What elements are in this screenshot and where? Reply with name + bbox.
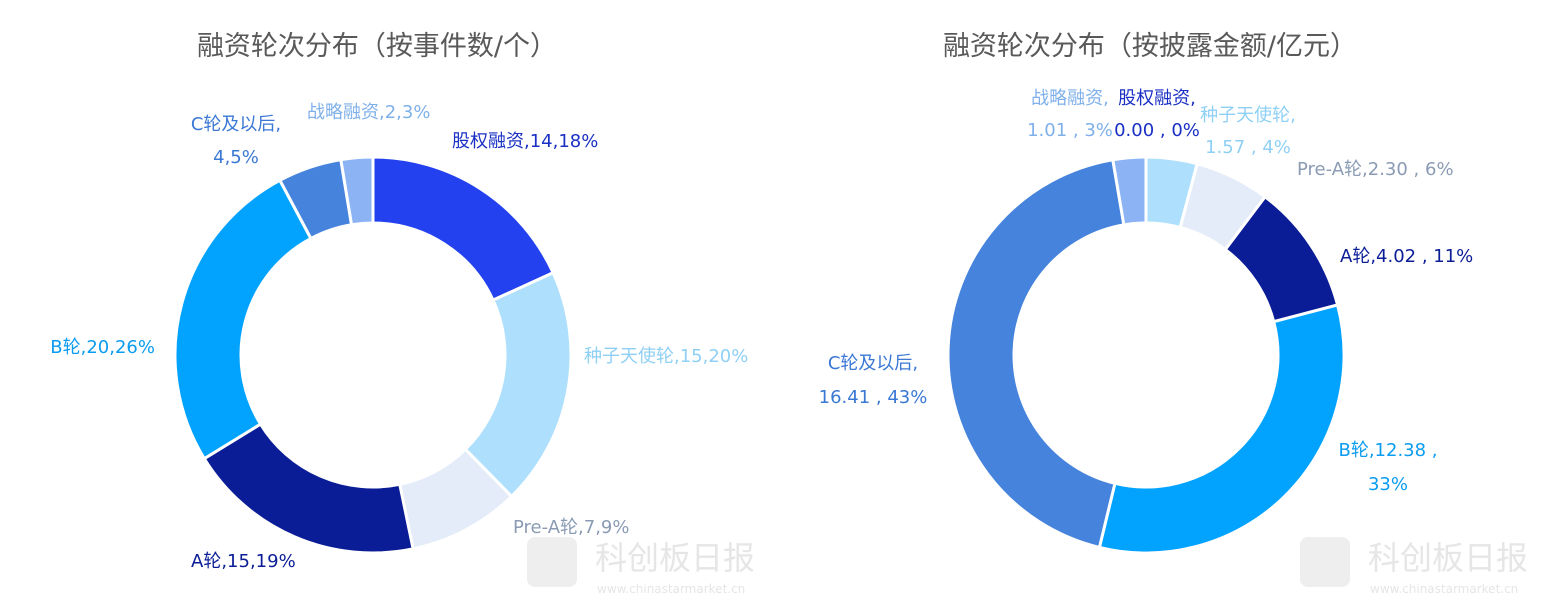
data-label-C轮及以后: C轮及以后, 16.41 , 43% <box>819 353 928 408</box>
watermark-brand: 科创板日报 <box>595 539 755 577</box>
slice-B轮 <box>1097 303 1346 555</box>
data-label-种子天使轮: 种子天使轮,15,20% <box>584 346 748 367</box>
donut-chart-by-amount: 融资轮次分布（按披露金额/亿元） 股权融资, 0.00 , 0%种子天使轮, 1.5… <box>819 31 1474 555</box>
slice-A轮 <box>202 422 415 555</box>
watermark-right: 科创板日报 www.chinastarmarket.cn <box>1300 537 1528 596</box>
watermark-brand: 科创板日报 <box>1368 539 1528 577</box>
watermark-url: www.chinastarmarket.cn <box>597 582 745 596</box>
donut-slices <box>946 155 1346 555</box>
data-label-Pre-A轮: Pre-A轮,2.30 , 6% <box>1297 159 1454 180</box>
data-label-股权融资: 股权融资,14,18% <box>452 131 598 152</box>
data-label-C轮及以后: C轮及以后, 4,5% <box>191 114 281 168</box>
data-labels: 股权融资, 0.00 , 0%种子天使轮, 1.57 , 4%Pre-A轮,2.30… <box>819 88 1474 495</box>
data-label-种子天使轮: 种子天使轮, 1.57 , 4% <box>1200 105 1296 158</box>
watermark-logo-icon <box>527 537 577 587</box>
slice-战略融资 <box>339 155 375 227</box>
data-label-B轮: B轮,20,26% <box>50 337 155 358</box>
chart-title: 融资轮次分布（按事件数/个） <box>197 31 557 62</box>
slice-股权融资 <box>371 155 555 302</box>
slice-战略融资 <box>1111 155 1148 227</box>
data-label-A轮: A轮,4.02 , 11% <box>1340 246 1473 267</box>
data-label-B轮: B轮,12.38 , 33% <box>1338 440 1437 495</box>
data-label-战略融资: 战略融资,2,3% <box>307 102 430 123</box>
data-label-Pre-A轮: Pre-A轮,7,9% <box>513 517 629 538</box>
data-label-股权融资: 股权融资, 0.00 , 0% <box>1114 88 1200 141</box>
watermark-url: www.chinastarmarket.cn <box>1370 582 1518 596</box>
watermark-logo-icon <box>1300 537 1350 587</box>
data-label-战略融资: 战略融资, 1.01 , 3% <box>1027 88 1113 141</box>
slice-C轮及以后 <box>946 158 1126 549</box>
data-label-A轮: A轮,15,19% <box>191 551 296 572</box>
slice-B轮 <box>173 178 313 461</box>
watermark-left: 科创板日报 www.chinastarmarket.cn <box>527 537 755 596</box>
data-labels: 股权融资,14,18% 种子天使轮,15,20% Pre-A轮,7,9% A轮,15,… <box>50 102 748 572</box>
donut-chart-by-count: 融资轮次分布（按事件数/个） 股权融资,14,18% 种子天使轮,15,20% Pr… <box>50 31 748 572</box>
slice-种子天使轮 <box>463 271 573 498</box>
donut-slices <box>173 155 573 555</box>
chart-title: 融资轮次分布（按披露金额/亿元） <box>943 31 1357 62</box>
